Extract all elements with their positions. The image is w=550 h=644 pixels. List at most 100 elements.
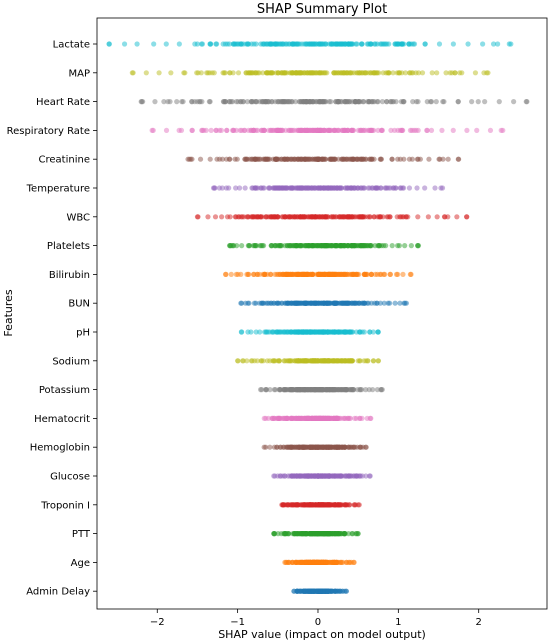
data-point — [359, 156, 366, 162]
data-point — [319, 358, 325, 364]
data-point — [375, 185, 381, 191]
data-point — [226, 185, 232, 191]
data-point — [332, 300, 338, 306]
data-point — [345, 444, 352, 450]
data-point — [138, 99, 144, 105]
data-point — [308, 300, 314, 306]
data-point — [335, 156, 342, 162]
data-point — [434, 214, 440, 220]
data-point — [338, 502, 344, 508]
y-tick-label-potassium: Potassium — [39, 385, 90, 396]
data-point — [314, 358, 321, 364]
data-point — [286, 243, 292, 249]
data-point — [298, 99, 304, 105]
data-point — [143, 70, 149, 76]
data-point — [367, 185, 373, 191]
data-point — [176, 127, 182, 133]
data-point — [319, 214, 325, 220]
data-point — [388, 127, 394, 133]
data-point — [472, 70, 479, 76]
data-point — [406, 185, 413, 191]
data-point — [353, 473, 359, 479]
x-axis-title: SHAP value (impact on model output) — [218, 628, 426, 641]
data-point — [376, 243, 382, 249]
data-point — [259, 243, 266, 249]
data-point — [408, 243, 414, 249]
data-point — [222, 271, 229, 277]
data-point — [289, 358, 295, 364]
data-point — [257, 300, 263, 306]
data-point — [304, 271, 311, 277]
data-point — [433, 99, 439, 105]
data-point — [381, 243, 387, 249]
data-point — [381, 271, 387, 277]
data-point — [271, 387, 277, 393]
data-point — [342, 444, 348, 450]
data-point — [271, 185, 277, 191]
data-point — [231, 41, 238, 47]
data-point — [363, 387, 369, 393]
x-tick-label: −2 — [150, 617, 165, 628]
data-point — [399, 41, 405, 47]
data-point — [445, 156, 451, 162]
data-point — [106, 41, 112, 47]
data-point — [465, 41, 471, 47]
data-point — [230, 70, 236, 76]
data-point — [243, 156, 249, 162]
data-point — [274, 127, 280, 133]
data-point — [303, 300, 309, 306]
data-point — [263, 444, 269, 450]
data-point — [399, 70, 405, 76]
data-point — [382, 185, 388, 191]
data-point — [322, 271, 328, 277]
data-point — [496, 99, 502, 105]
data-point — [254, 243, 260, 249]
data-point — [301, 473, 307, 479]
data-point — [266, 127, 272, 133]
y-tick-label-respiratory-rate: Respiratory Rate — [7, 126, 90, 137]
y-tick-label-bun: BUN — [68, 299, 90, 310]
data-point — [291, 156, 297, 162]
data-point — [163, 127, 170, 133]
data-point — [249, 214, 255, 220]
data-point — [205, 214, 211, 220]
series-ptt — [271, 531, 361, 537]
data-point — [282, 214, 288, 220]
data-point — [267, 444, 273, 450]
data-point — [359, 415, 365, 421]
data-point — [487, 127, 494, 133]
series-potassium — [258, 387, 385, 393]
data-point — [278, 127, 284, 133]
data-point — [303, 156, 309, 162]
data-point — [263, 415, 269, 421]
data-point — [394, 70, 400, 76]
data-point — [270, 214, 277, 220]
data-point — [239, 329, 245, 335]
data-point — [336, 531, 342, 537]
data-point — [350, 127, 356, 133]
data-point — [194, 214, 201, 220]
data-point — [280, 41, 286, 47]
data-point — [321, 444, 327, 450]
data-point — [320, 243, 327, 249]
data-point — [387, 300, 393, 306]
data-point — [293, 473, 299, 479]
data-point — [244, 214, 250, 220]
data-point — [255, 127, 261, 133]
data-point — [347, 214, 353, 220]
data-point — [464, 214, 470, 220]
data-point — [270, 358, 277, 364]
data-point — [239, 243, 245, 249]
data-point — [288, 70, 294, 76]
data-point — [343, 502, 349, 508]
data-point — [329, 271, 335, 277]
data-point — [341, 156, 347, 162]
data-point — [318, 387, 325, 393]
data-point — [260, 185, 266, 191]
data-point — [262, 329, 268, 335]
data-point — [361, 358, 367, 364]
data-point — [336, 387, 343, 393]
data-point — [362, 214, 368, 220]
data-point — [259, 387, 265, 393]
data-point — [253, 156, 259, 162]
